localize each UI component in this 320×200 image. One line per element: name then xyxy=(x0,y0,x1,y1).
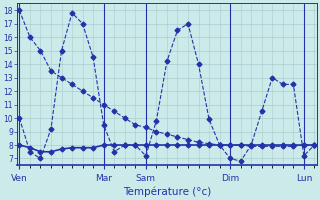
X-axis label: Température (°c): Température (°c) xyxy=(123,186,211,197)
